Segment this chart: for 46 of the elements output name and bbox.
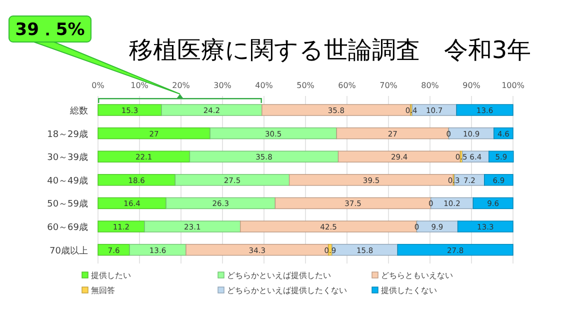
legend-label: 無回答 <box>91 286 115 295</box>
bar <box>129 244 186 256</box>
legend-label: どちらかといえば提供したい <box>227 271 331 280</box>
bar <box>472 197 514 210</box>
y-tick-label: 40～49歳 <box>47 175 88 186</box>
bar <box>336 127 450 140</box>
bar <box>174 174 290 186</box>
bar <box>416 220 458 232</box>
bar <box>240 220 418 232</box>
bar <box>98 197 166 210</box>
y-tick-label: 18～29歳 <box>47 128 88 140</box>
x-tick-label: 20% <box>172 81 190 90</box>
x-tick-label: 70% <box>380 81 398 90</box>
bar <box>457 220 514 232</box>
bar <box>189 150 339 162</box>
chart-title: 移植医療に関する世論調査 令和3年 <box>128 36 532 64</box>
bar <box>98 220 145 232</box>
x-tick-label: 10% <box>130 81 149 90</box>
y-tick-label: 30～39歳 <box>47 152 88 164</box>
x-tick-label: 100% <box>502 81 525 90</box>
bar <box>98 127 210 140</box>
legend-label: どちらかといえば提供したくない <box>227 286 347 295</box>
y-tick-label: 50～59歳 <box>47 198 88 210</box>
bar <box>98 150 190 162</box>
bar <box>98 174 176 186</box>
x-tick-label: 50% <box>296 81 315 90</box>
bar <box>430 197 474 210</box>
bar <box>274 197 432 210</box>
x-tick-label: 80% <box>421 81 440 90</box>
legend-label: 提供したくない <box>381 286 437 295</box>
bar <box>144 220 241 232</box>
bar <box>210 127 337 140</box>
bar <box>448 127 494 140</box>
legend-label: 提供したい <box>91 271 131 280</box>
x-tick-label: 30% <box>214 81 232 90</box>
y-tick-label: 70歳以上 <box>50 245 88 256</box>
legend-label: どちらともいえない <box>381 271 453 280</box>
bar <box>456 104 514 116</box>
y-tick-label: 60～69歳 <box>47 222 88 233</box>
x-tick-label: 90% <box>462 81 481 90</box>
x-tick-label: 60% <box>338 81 356 90</box>
bar <box>397 244 514 256</box>
bar <box>166 197 276 210</box>
x-tick-label: 40% <box>255 81 274 90</box>
x-tick-label: 0% <box>92 81 105 90</box>
y-tick-label: 総数 <box>69 106 88 116</box>
